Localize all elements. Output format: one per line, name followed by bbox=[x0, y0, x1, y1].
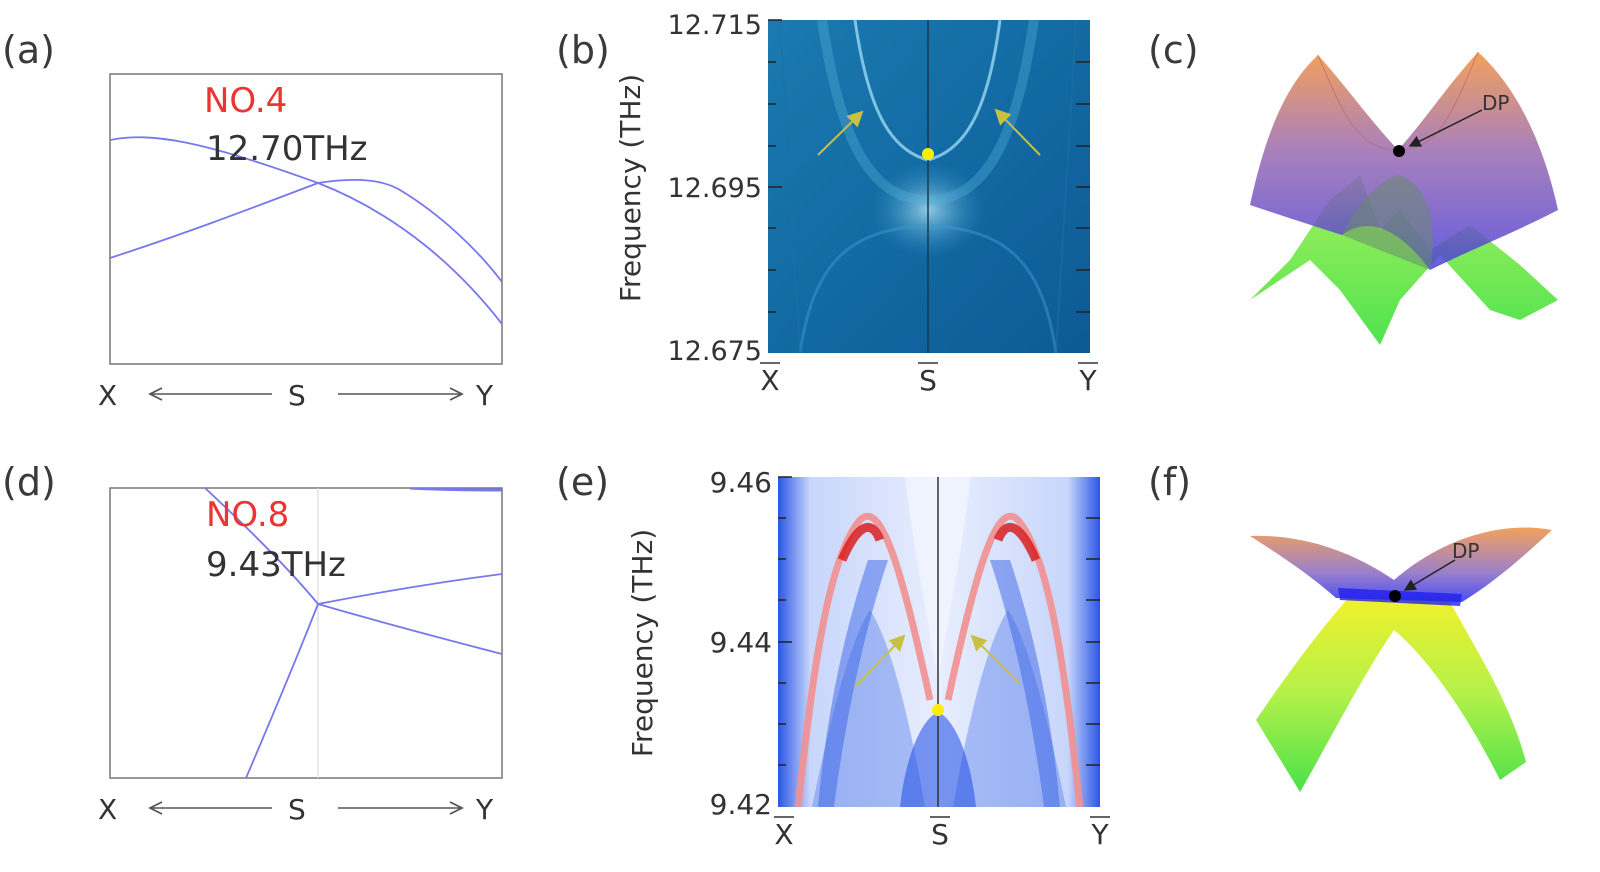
upper-surface-c bbox=[1250, 52, 1558, 270]
y-axis-label-b: Frequency (THz) bbox=[614, 74, 647, 302]
surface-state-arrow-right-e bbox=[970, 634, 1021, 685]
y-tick-label-mid-e: 9.44 bbox=[710, 626, 772, 659]
x-tick-label-y-b: Y bbox=[1078, 364, 1097, 397]
dp-pointer-c bbox=[1408, 109, 1483, 147]
y-tick-label-bottom-e: 9.42 bbox=[710, 788, 772, 821]
band-label-freq-a: 12.70THz bbox=[206, 129, 368, 169]
x-tick-label-y-e: Y bbox=[1090, 818, 1109, 851]
y-tick-label-bottom-b: 12.675 bbox=[668, 336, 762, 367]
panel-label-d: (d) bbox=[2, 460, 56, 504]
band-label-freq-d: 9.43THz bbox=[206, 545, 346, 585]
dirac-point-dot-f bbox=[1389, 590, 1401, 602]
band-curve-2-d bbox=[245, 603, 319, 778]
panel-label-b: (b) bbox=[556, 28, 610, 72]
band-plot-d: NO.8 9.43THz X S Y bbox=[98, 487, 503, 826]
surface-spectrum-e: 9.46 9.44 9.42 Frequency (THz) X S Y bbox=[626, 466, 1110, 851]
band-curve-lower-a bbox=[110, 178, 502, 283]
kpath-label-s-a: S bbox=[288, 379, 306, 412]
kpath-label-x-a: X bbox=[98, 379, 117, 412]
band-curve-3-d bbox=[317, 573, 502, 605]
plot-frame-a bbox=[109, 73, 503, 365]
y-axis-label-e: Frequency (THz) bbox=[626, 529, 659, 757]
kpath-label-s-d: S bbox=[288, 793, 306, 826]
panel-label-e: (e) bbox=[556, 460, 610, 504]
x-tick-label-s-e: S bbox=[931, 818, 949, 851]
dirac-point-marker-e bbox=[932, 704, 944, 716]
y-tick-label-top-e: 9.46 bbox=[710, 466, 772, 499]
y-ticks-e bbox=[778, 476, 1100, 766]
dp-pointer-f bbox=[1403, 559, 1456, 591]
kpath-label-y-d: Y bbox=[475, 793, 494, 826]
dirac-cone-3d-f: DP bbox=[1250, 527, 1552, 792]
x-tick-label-s-b: S bbox=[919, 364, 937, 397]
x-tick-label-x-e: X bbox=[774, 818, 793, 851]
band-label-number-d: NO.8 bbox=[206, 495, 289, 535]
band-label-number-a: NO.4 bbox=[204, 81, 287, 121]
y-ticks-b bbox=[768, 19, 1090, 313]
upper-surface-f bbox=[1250, 527, 1552, 602]
band-curve-1-d bbox=[204, 488, 319, 605]
kpath-label-x-d: X bbox=[98, 793, 117, 826]
kpath-label-y-a: Y bbox=[475, 379, 494, 412]
dp-label-f: DP bbox=[1452, 539, 1479, 563]
dirac-point-dot-c bbox=[1393, 145, 1405, 157]
panel-label-f: (f) bbox=[1148, 460, 1192, 504]
band-curve-5-d bbox=[409, 488, 502, 492]
dp-label-c: DP bbox=[1482, 91, 1509, 115]
panel-label-a: (a) bbox=[2, 28, 55, 72]
surface-state-arrow-right-b bbox=[994, 108, 1041, 156]
dirac-point-marker-b bbox=[922, 148, 934, 160]
y-tick-label-top-b: 12.715 bbox=[668, 10, 762, 41]
x-tick-label-x-b: X bbox=[760, 364, 779, 397]
surface-state-arrow-left-e bbox=[855, 634, 906, 687]
panel-label-c: (c) bbox=[1148, 28, 1199, 72]
band-curve-4-d bbox=[317, 603, 502, 655]
y-tick-label-mid-b: 12.695 bbox=[668, 173, 762, 204]
surface-spectrum-b: 12.715 12.695 12.675 Frequency (THz) X S… bbox=[614, 10, 1098, 397]
dirac-cone-3d-c: DP bbox=[1250, 51, 1558, 345]
band-plot-a: NO.4 12.70THz X S Y bbox=[98, 73, 503, 412]
lower-surface-f bbox=[1256, 596, 1526, 792]
surface-state-arrow-left-b bbox=[817, 110, 864, 156]
